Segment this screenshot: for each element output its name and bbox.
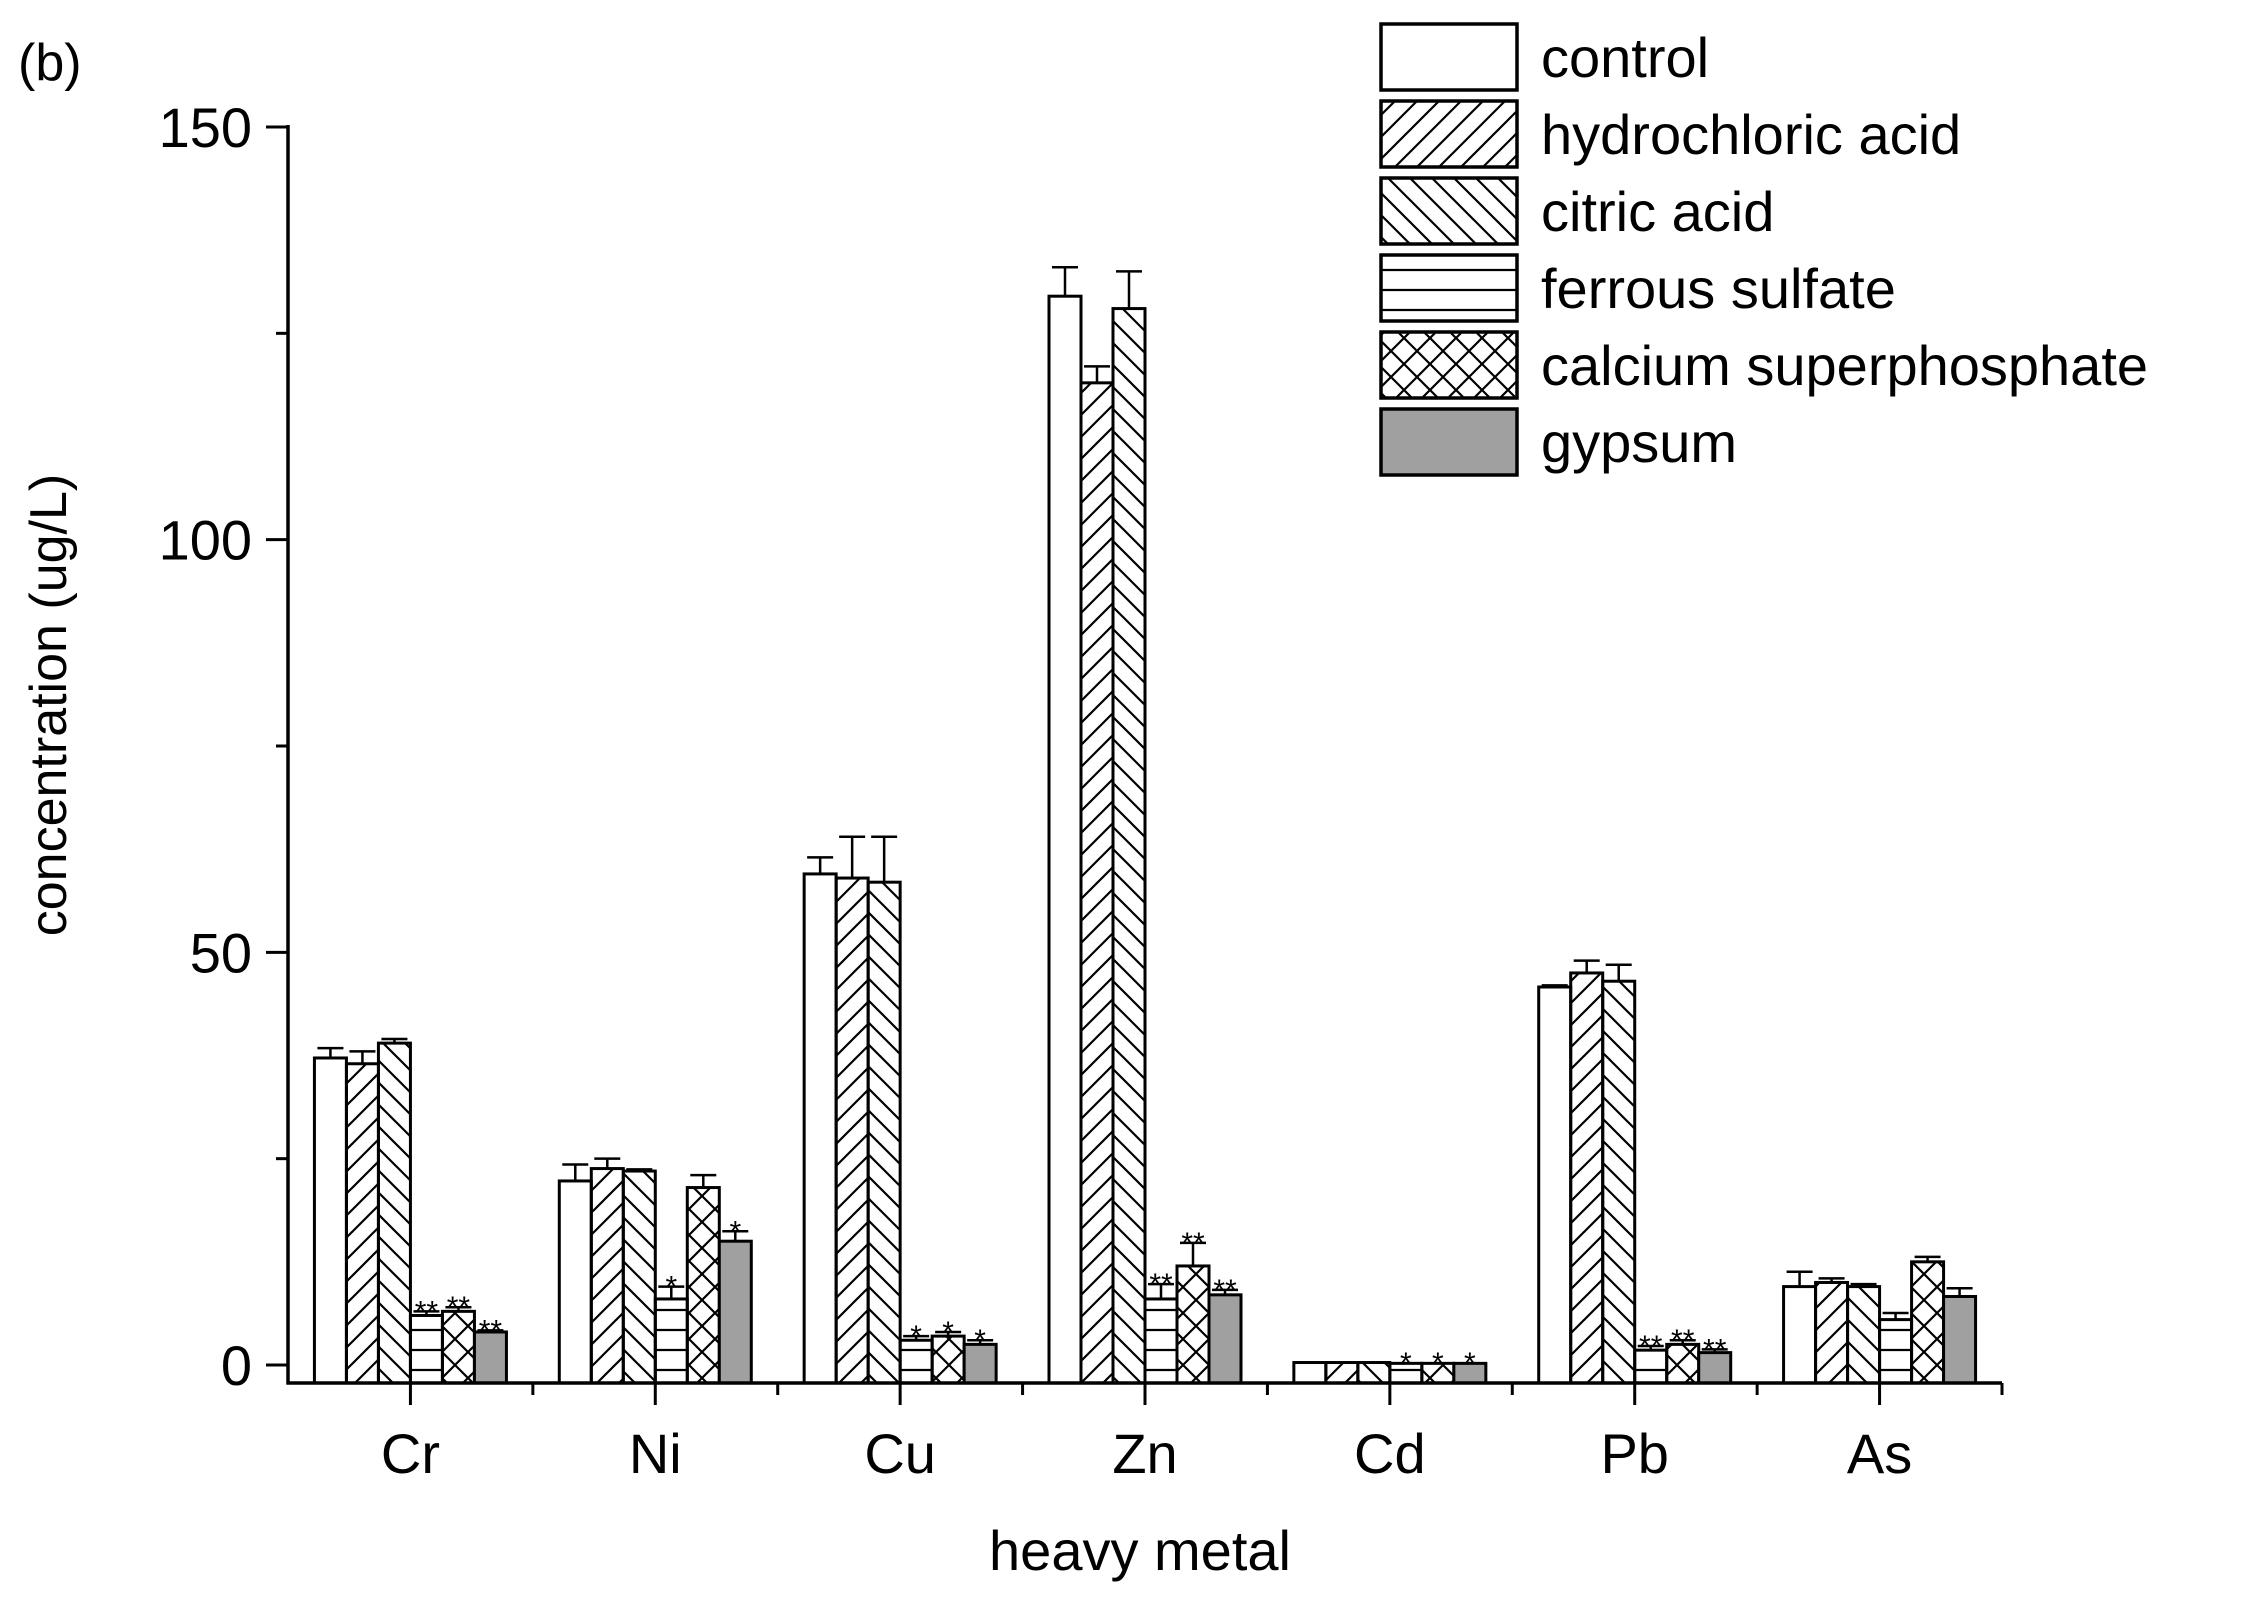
significance-mark: * bbox=[942, 1316, 954, 1349]
y-axis-ticks: 0 50 100 150 bbox=[159, 96, 288, 1397]
bar-pb-hydrochloric-acid bbox=[1569, 971, 1605, 1385]
bar-cu-gypsum bbox=[962, 1342, 998, 1385]
bar-as-control bbox=[1782, 1285, 1818, 1385]
significance-mark: ** bbox=[447, 1291, 471, 1324]
bar-ni-calcium-superphosphate bbox=[685, 1186, 721, 1385]
bar-pb-calcium-superphosphate bbox=[1665, 1342, 1701, 1385]
bar-zn-gypsum bbox=[1207, 1293, 1243, 1385]
significance-mark: * bbox=[1400, 1347, 1412, 1380]
legend-label-citric-acid: citric acid bbox=[1541, 180, 1774, 243]
bar-cd-control bbox=[1292, 1361, 1328, 1385]
significance-mark: ** bbox=[415, 1295, 439, 1328]
x-tick-label-cr: Cr bbox=[381, 1422, 440, 1485]
legend-label-hydrochloric-acid: hydrochloric acid bbox=[1541, 103, 1961, 166]
bar-cu-hydrochloric-acid bbox=[834, 876, 870, 1385]
bar-ni-control bbox=[557, 1179, 593, 1385]
legend-swatch-gypsum bbox=[1379, 407, 1519, 477]
bar-ni-gypsum bbox=[717, 1239, 753, 1385]
significance-mark: ** bbox=[1639, 1330, 1663, 1363]
significance-mark: * bbox=[910, 1320, 922, 1353]
legend-swatch-citric-acid bbox=[1379, 176, 1519, 246]
legend-swatch-control bbox=[1379, 22, 1519, 92]
bars-group: ** ******* * ******** * *** ** ** bbox=[312, 266, 1978, 1385]
significance-mark: * bbox=[665, 1271, 677, 1304]
significance-mark: ** bbox=[1671, 1324, 1695, 1357]
bar-ni-hydrochloric-acid bbox=[589, 1167, 625, 1385]
bar-zn-citric-acid bbox=[1111, 307, 1147, 1385]
bar-cd-citric-acid bbox=[1356, 1361, 1392, 1385]
axes: Cr Ni Cu Zn Cd Pb As bbox=[286, 125, 2004, 1485]
x-tick-label-cu: Cu bbox=[864, 1422, 936, 1485]
legend-label-ferrous-sulfate: ferrous sulfate bbox=[1541, 257, 1896, 320]
x-tick-label-ni: Ni bbox=[629, 1422, 682, 1485]
legend-label-gypsum: gypsum bbox=[1541, 411, 1737, 474]
x-tick-label-zn: Zn bbox=[1112, 1422, 1177, 1485]
significance-mark: * bbox=[1464, 1347, 1476, 1380]
legend-swatch-calcium-superphosphate bbox=[1379, 330, 1519, 400]
bar-zn-ferrous-sulfate bbox=[1143, 1297, 1179, 1385]
y-tick-label: 150 bbox=[159, 96, 252, 159]
bar-zn-hydrochloric-acid bbox=[1079, 381, 1115, 1385]
significance-mark: ** bbox=[1703, 1333, 1727, 1366]
bar-as-gypsum bbox=[1942, 1294, 1978, 1385]
significance-mark: ** bbox=[1181, 1227, 1205, 1260]
bar-cr-citric-acid bbox=[376, 1041, 412, 1385]
bar-cu-citric-acid bbox=[866, 880, 902, 1385]
x-axis-label: heavy metal bbox=[989, 1519, 1291, 1582]
significance-mark: ** bbox=[1213, 1274, 1237, 1307]
y-tick-label: 50 bbox=[190, 921, 252, 984]
significance-mark: * bbox=[974, 1324, 986, 1357]
bar-pb-citric-acid bbox=[1601, 979, 1637, 1385]
significance-mark: * bbox=[1432, 1347, 1444, 1380]
bar-as-ferrous-sulfate bbox=[1878, 1318, 1914, 1385]
bar-as-hydrochloric-acid bbox=[1814, 1280, 1850, 1385]
bar-pb-control bbox=[1537, 985, 1573, 1385]
bar-cu-control bbox=[802, 872, 838, 1385]
legend-label-control: control bbox=[1541, 26, 1709, 89]
y-tick-label: 0 bbox=[221, 1334, 252, 1397]
legend: control hydrochloric acid citric acid ferro… bbox=[1379, 22, 2148, 477]
bar-ni-citric-acid bbox=[621, 1169, 657, 1385]
x-tick-label-pb: Pb bbox=[1600, 1422, 1669, 1485]
x-tick-label-cd: Cd bbox=[1354, 1422, 1426, 1485]
y-tick-label: 100 bbox=[159, 509, 252, 572]
bar-as-calcium-superphosphate bbox=[1910, 1260, 1946, 1385]
bar-ni-ferrous-sulfate bbox=[653, 1297, 689, 1385]
significance-mark: ** bbox=[479, 1314, 503, 1347]
significance-mark: ** bbox=[1149, 1268, 1173, 1301]
y-axis-label: concentration (ug/L) bbox=[20, 474, 78, 937]
bar-cr-hydrochloric-acid bbox=[344, 1062, 380, 1385]
bar-cd-hydrochloric-acid bbox=[1324, 1361, 1360, 1385]
bar-zn-control bbox=[1047, 294, 1083, 1385]
panel-label: (b) bbox=[18, 34, 82, 92]
legend-label-calcium-superphosphate: calcium superphosphate bbox=[1541, 334, 2148, 397]
legend-swatch-ferrous-sulfate bbox=[1379, 253, 1519, 323]
bar-cr-control bbox=[312, 1056, 348, 1385]
significance-mark: * bbox=[729, 1215, 741, 1248]
bar-as-citric-acid bbox=[1846, 1285, 1882, 1385]
legend-swatch-hydrochloric-acid bbox=[1379, 99, 1519, 169]
x-tick-label-as: As bbox=[1847, 1422, 1912, 1485]
bar-zn-calcium-superphosphate bbox=[1175, 1264, 1211, 1385]
